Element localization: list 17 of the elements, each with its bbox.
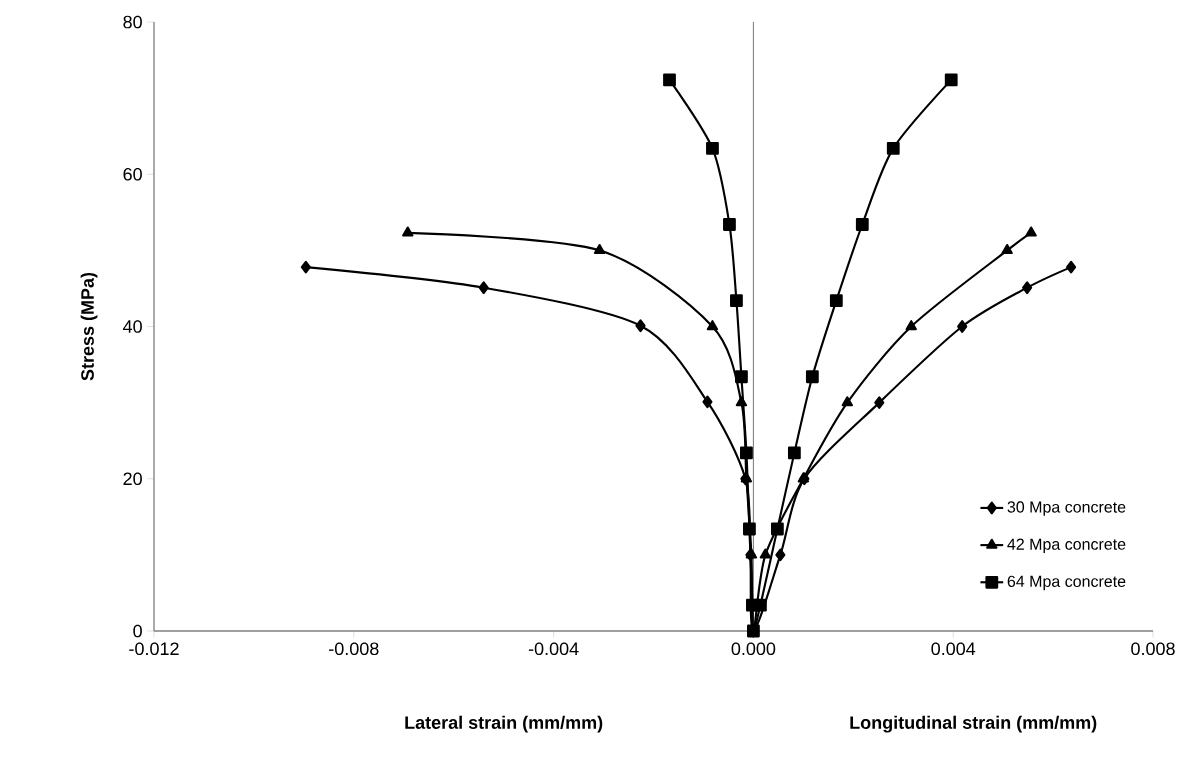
y-axis-title: Stress (MPa) <box>80 272 98 381</box>
legend-label: 64 Mpa concrete <box>1007 575 1126 591</box>
y-tick-label: 60 <box>123 167 142 181</box>
x-axis-title: Lateral strain (mm/mm) <box>405 715 603 733</box>
legend-label: 30 Mpa concrete <box>1007 501 1126 516</box>
x-tick-label: 0.000 <box>731 642 776 656</box>
x-tick-label: -0.008 <box>329 642 379 656</box>
legend-label: 42 Mpa concrete <box>1007 538 1126 554</box>
y-tick-label: 0 <box>133 624 142 638</box>
y-tick-label: 80 <box>123 15 142 29</box>
x-tick-label: -0.004 <box>528 642 579 656</box>
y-tick-label: 20 <box>123 472 142 486</box>
y-tick-label: 40 <box>123 320 142 333</box>
x-tick-label: -0.012 <box>129 642 179 656</box>
x-tick-label: 0.008 <box>1131 642 1175 656</box>
text: Longitudinal strain (mm/mm) <box>850 715 1097 733</box>
x-tick-label: 0.004 <box>931 642 976 656</box>
